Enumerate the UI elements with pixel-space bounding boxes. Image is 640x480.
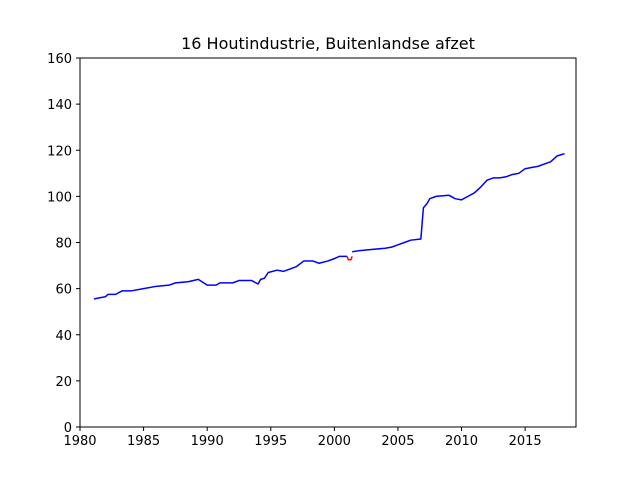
x-tick-label: 1980 [63,434,96,449]
y-tick-label: 20 [55,375,72,390]
x-tick-label: 1985 [127,434,160,449]
x-tick-label: 2005 [381,434,414,449]
y-tick-label: 40 [55,329,72,344]
y-tick-label: 120 [47,144,72,159]
series-line-3 [352,152,565,253]
y-tick-label: 160 [47,52,72,67]
plot-frame [79,57,577,428]
x-tick-label: 2000 [318,434,351,449]
series-line-2 [346,256,353,261]
plot-area [93,152,565,300]
y-tick-label: 100 [47,190,72,205]
y-tick-label: 140 [47,98,72,113]
x-tick-label: 1995 [254,434,287,449]
x-tick-label: 1990 [191,434,224,449]
x-axis: 1980 1985 1990 1995 2000 2005 2010 2015 [63,427,542,449]
x-tick-label: 2015 [509,434,542,449]
chart-title: 16 Houtindustrie, Buitenlandse afzet [181,34,475,53]
y-axis: 0 20 40 60 80 100 120 140 160 [47,52,80,436]
y-tick-label: 60 [55,283,72,298]
x-tick-label: 2010 [445,434,478,449]
y-tick-label: 0 [64,421,72,436]
series-line-1 [93,255,348,300]
y-tick-label: 80 [55,237,72,252]
